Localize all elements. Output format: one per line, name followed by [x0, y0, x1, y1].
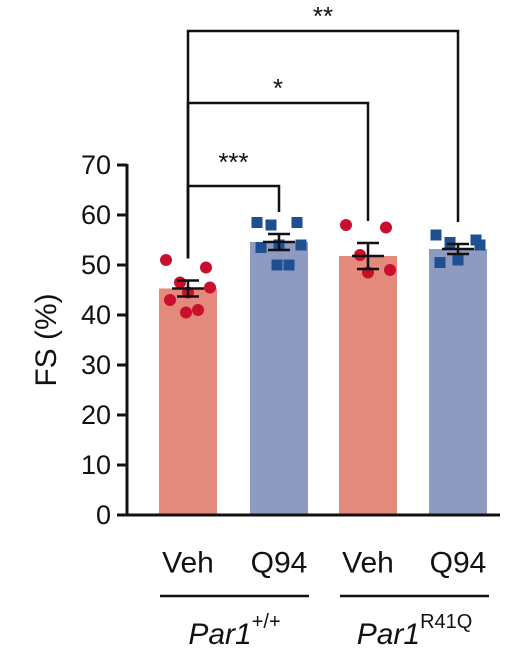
significance-label: **	[313, 1, 333, 31]
category-label: Veh	[342, 547, 394, 580]
data-point	[192, 304, 204, 316]
y-tick-label: 50	[81, 250, 111, 280]
data-point	[430, 229, 442, 241]
error-bars-layer	[172, 232, 474, 298]
data-point	[164, 294, 176, 306]
data-point	[160, 254, 172, 266]
group-label: Par1+/+	[188, 611, 280, 651]
significance-label: ***	[218, 147, 248, 177]
significance-layer: ******	[186, 1, 460, 259]
data-point	[265, 219, 277, 231]
data-point	[295, 239, 307, 251]
y-tick-label: 10	[81, 450, 111, 480]
y-tick-label: 40	[81, 300, 111, 330]
data-point	[340, 219, 352, 231]
bar-4	[429, 249, 487, 515]
y-tick-label: 0	[96, 500, 111, 530]
data-point	[255, 242, 267, 253]
data-point	[452, 254, 464, 266]
bar-1	[159, 288, 217, 515]
category-label: Veh	[162, 547, 214, 580]
significance-bracket	[186, 29, 460, 259]
data-point	[271, 259, 283, 271]
category-label: Q94	[251, 547, 308, 580]
group-genotype-superscript: +/+	[252, 611, 281, 633]
y-axis-title: FS (%)	[30, 293, 63, 386]
group-name: Par1	[188, 618, 251, 651]
data-point	[283, 259, 295, 271]
group-name: Par1	[357, 618, 420, 651]
category-label: Q94	[430, 547, 487, 580]
bars-layer	[159, 242, 487, 515]
data-point	[444, 237, 456, 248]
significance-label: *	[273, 73, 283, 103]
data-point	[380, 221, 392, 234]
y-tick-label: 60	[81, 200, 111, 230]
group-label: Par1R41Q	[357, 611, 473, 651]
data-point	[251, 217, 263, 228]
y-tick-label: 30	[81, 350, 111, 380]
data-point	[200, 261, 212, 274]
bar-3	[339, 256, 397, 515]
bar-2	[250, 242, 308, 515]
y-tick-label: 70	[81, 150, 111, 180]
data-point	[291, 217, 303, 228]
y-axis: 0 10 20 30 40 50 60 70	[81, 150, 500, 530]
data-point	[180, 306, 192, 319]
data-point	[434, 257, 446, 268]
group-genotype-superscript: R41Q	[420, 611, 472, 633]
data-point	[174, 276, 186, 289]
data-point	[384, 264, 396, 276]
y-tick-label: 20	[81, 400, 111, 430]
data-point	[474, 239, 486, 251]
data-point	[204, 281, 216, 294]
points-layer	[160, 217, 486, 319]
